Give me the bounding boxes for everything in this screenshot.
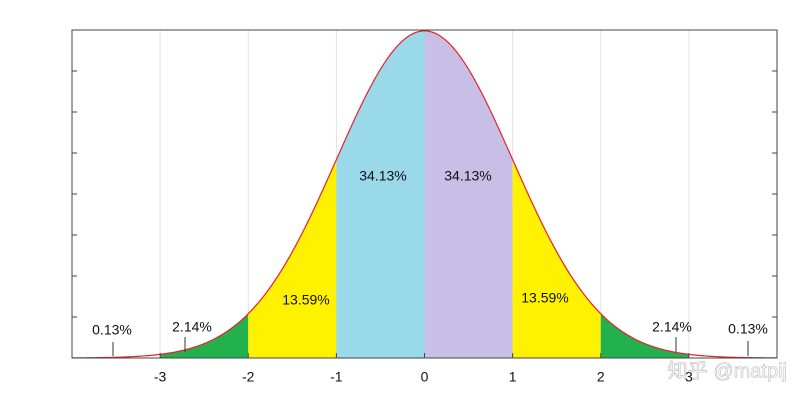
region xyxy=(424,30,513,358)
region xyxy=(336,30,425,358)
density-curve xyxy=(71,30,778,359)
x-tick-label: -1 xyxy=(330,369,343,385)
region-label: 0.13% xyxy=(92,322,132,338)
x-tick-label: 1 xyxy=(509,369,517,385)
x-tick-label: -3 xyxy=(154,369,167,385)
region-label: 2.14% xyxy=(652,319,692,335)
x-tick-label: -2 xyxy=(242,369,255,385)
region-label: 2.14% xyxy=(172,319,212,335)
x-tick-label: 0 xyxy=(421,369,429,385)
region-label: 13.59% xyxy=(282,292,329,308)
watermark: 知乎 @matpij xyxy=(668,359,787,382)
region-label: 13.59% xyxy=(521,290,568,306)
region xyxy=(600,313,689,358)
x-tick-label: 3 xyxy=(685,369,693,385)
region-label: 34.13% xyxy=(444,168,491,184)
region xyxy=(160,313,249,358)
region xyxy=(72,354,161,358)
x-tick-label: 2 xyxy=(597,369,605,385)
region-label: 0.13% xyxy=(728,321,768,337)
region-label: 34.13% xyxy=(359,168,406,184)
region xyxy=(688,354,777,358)
